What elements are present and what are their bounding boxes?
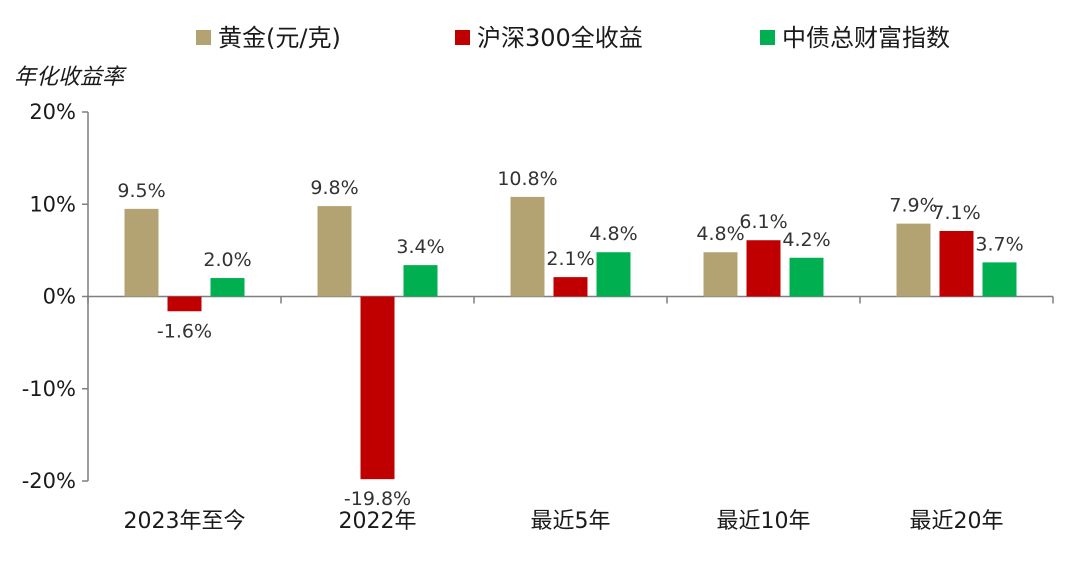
- y-tick-label: 0%: [43, 285, 76, 309]
- data-labels: 9.5% 9.8% 10.8% 4.8% 7.9% -1.6% -19.8% 2.1% 6.1%…: [117, 168, 1023, 510]
- data-label: 3.4%: [396, 236, 444, 258]
- legend: 黄金(元/克) 沪深300全收益 中债总财富指数: [196, 24, 950, 52]
- bar: [939, 231, 974, 297]
- data-label: 4.2%: [782, 229, 830, 251]
- legend-label-gold: 黄金(元/克): [218, 24, 341, 52]
- data-label: 3.7%: [975, 233, 1023, 255]
- legend-swatch-bond: [760, 30, 775, 45]
- bar: [317, 206, 352, 297]
- data-label: 7.1%: [932, 202, 980, 224]
- axes: 20% 10% 0% -10% -20% 2023年至今 2022年 最近5年 最近10年 最近2…: [22, 100, 1054, 534]
- data-label: 4.8%: [696, 223, 744, 245]
- bar: [403, 265, 438, 297]
- data-label: -1.6%: [157, 320, 212, 342]
- bar: [210, 278, 245, 297]
- bar: [789, 257, 824, 297]
- data-label: 2.1%: [546, 248, 594, 270]
- data-label: 7.9%: [889, 195, 937, 217]
- data-label: -19.8%: [344, 488, 411, 510]
- bar: [982, 262, 1017, 297]
- data-label: 9.5%: [117, 180, 165, 202]
- bar: [553, 277, 588, 297]
- data-label: 9.8%: [310, 177, 358, 199]
- data-label: 4.8%: [589, 223, 637, 245]
- y-tick-label: 10%: [29, 192, 76, 216]
- bar: [124, 208, 159, 297]
- legend-swatch-gold: [196, 30, 211, 45]
- bar: [510, 196, 545, 297]
- x-category-label: 最近5年: [531, 509, 611, 534]
- data-label: 6.1%: [739, 211, 787, 233]
- bar: [167, 296, 202, 312]
- y-tick-label: -20%: [22, 469, 76, 493]
- bar: [703, 252, 738, 297]
- bar: [360, 296, 395, 480]
- bar: [596, 252, 631, 297]
- x-category-label: 2022年: [339, 509, 417, 534]
- legend-label-csi300: 沪深300全收益: [477, 24, 643, 52]
- y-tick-label: -10%: [22, 377, 76, 401]
- bars: [124, 196, 1017, 480]
- x-category-label: 最近20年: [910, 509, 1004, 534]
- x-category-label: 最近10年: [717, 509, 811, 534]
- bar: [896, 223, 931, 297]
- y-axis-title: 年化收益率: [14, 65, 127, 90]
- y-tick-label: 20%: [29, 100, 76, 124]
- data-label: 10.8%: [497, 168, 557, 190]
- x-category-label: 2023年至今: [124, 509, 246, 534]
- legend-swatch-csi300: [455, 30, 470, 45]
- data-label: 2.0%: [203, 249, 251, 271]
- bar: [746, 240, 781, 297]
- legend-label-bond: 中债总财富指数: [782, 24, 950, 52]
